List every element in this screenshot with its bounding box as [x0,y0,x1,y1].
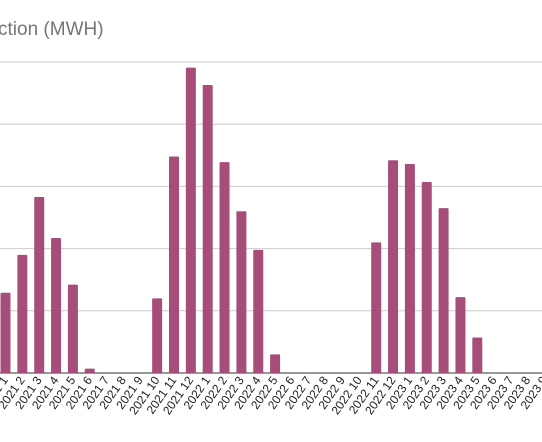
bar [51,238,62,373]
bar [17,254,28,373]
bar [67,284,78,373]
bar [388,160,399,373]
bar [455,297,466,373]
bar [236,211,247,373]
bar [421,182,432,373]
bar [472,337,483,373]
bar [34,196,45,373]
bar [270,354,281,373]
bar [169,156,179,373]
bar [219,162,230,373]
chart-title: ction (MWH) [0,19,104,40]
bar [0,292,11,373]
bar [84,368,95,373]
bar [371,242,382,373]
bar [404,164,415,373]
bar [152,298,163,373]
bar [253,249,264,373]
bar [202,85,213,373]
bar [438,208,449,373]
bar [185,67,196,374]
